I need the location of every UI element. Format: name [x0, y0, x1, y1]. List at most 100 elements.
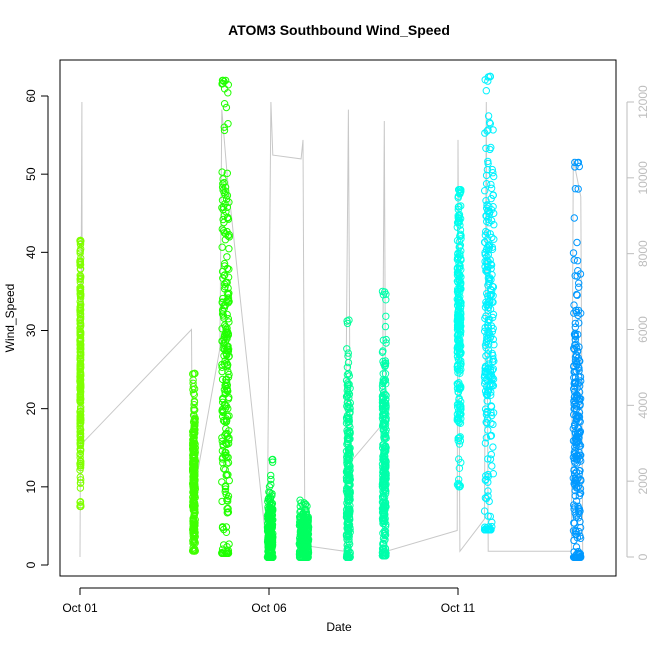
data-point	[571, 429, 579, 437]
data-point	[379, 511, 388, 519]
data-point	[220, 188, 228, 197]
y-tick-label: 20	[24, 402, 38, 416]
data-point	[269, 529, 277, 538]
data-point	[225, 265, 233, 273]
data-point	[573, 291, 581, 299]
data-point	[485, 219, 493, 227]
data-point	[484, 274, 493, 282]
axes-layer: 0 10 20 30 40 50 60 0 2000 4000 6000 8000 10000 12000…	[24, 85, 650, 615]
data-point	[575, 319, 583, 327]
data-point	[267, 505, 276, 513]
data-point	[218, 225, 227, 233]
data-point	[222, 490, 230, 499]
data-point	[190, 519, 198, 527]
data-point	[346, 481, 354, 489]
data-point	[219, 395, 227, 404]
data-point	[490, 221, 498, 229]
data-point	[343, 345, 351, 353]
data-point	[488, 462, 496, 470]
data-point	[574, 553, 582, 561]
data-point	[489, 355, 497, 363]
data-point	[456, 230, 465, 239]
data-point	[455, 418, 463, 427]
data-point	[456, 252, 464, 260]
data-point	[190, 490, 198, 498]
data-point	[222, 528, 231, 536]
data-point	[190, 451, 199, 459]
data-point	[220, 100, 229, 108]
data-point	[575, 442, 583, 451]
data-point	[571, 341, 579, 349]
data-point	[381, 522, 390, 530]
data-point	[575, 162, 583, 171]
data-point	[301, 500, 309, 509]
data-point	[379, 395, 388, 403]
data-point	[222, 297, 231, 305]
data-point	[570, 214, 578, 222]
data-point	[571, 503, 579, 511]
y2-tick-label: 2000	[636, 467, 650, 494]
data-point	[304, 542, 312, 551]
data-point	[297, 541, 305, 550]
data-point	[76, 484, 85, 492]
data-point	[191, 369, 199, 378]
data-point	[267, 509, 276, 517]
data-point	[343, 370, 352, 379]
data-point	[76, 341, 85, 349]
data-point	[222, 278, 230, 287]
data-point	[380, 430, 388, 438]
data-point	[378, 493, 387, 501]
data-point	[76, 319, 85, 328]
data-point	[379, 410, 388, 418]
data-point	[345, 553, 353, 561]
line-layer	[79, 101, 584, 558]
data-point	[575, 379, 583, 387]
data-point	[489, 409, 498, 417]
data-point	[485, 329, 493, 337]
data-point	[381, 362, 389, 371]
data-point	[571, 329, 579, 338]
data-point	[223, 496, 231, 504]
data-point	[570, 405, 578, 413]
data-point	[485, 243, 494, 251]
data-point	[191, 463, 199, 471]
y-tick-label: 40	[24, 245, 38, 259]
data-point	[489, 443, 497, 451]
data-point	[225, 318, 233, 326]
data-point	[382, 402, 390, 410]
data-point	[484, 126, 492, 134]
data-point	[223, 505, 231, 513]
data-point	[457, 342, 465, 350]
data-point	[189, 376, 197, 384]
data-point	[484, 157, 492, 166]
data-point	[454, 479, 462, 488]
data-point	[266, 553, 275, 561]
data-point	[344, 526, 352, 534]
data-point	[190, 385, 199, 393]
data-point	[345, 372, 353, 380]
y-tick-label: 0	[24, 561, 38, 568]
data-point	[190, 437, 198, 445]
data-point	[263, 524, 272, 532]
data-point	[220, 218, 228, 227]
data-point	[576, 534, 585, 542]
data-point	[487, 264, 495, 273]
point-series-0	[76, 236, 85, 511]
data-point	[379, 421, 387, 429]
data-point	[480, 507, 489, 515]
data-point	[346, 399, 354, 407]
data-point	[223, 333, 231, 341]
data-point	[263, 511, 272, 520]
data-point	[344, 520, 353, 528]
data-point	[224, 120, 232, 128]
data-point	[344, 503, 353, 511]
point-series-7	[453, 186, 465, 491]
data-point	[487, 194, 495, 203]
data-point	[453, 365, 462, 373]
data-point	[575, 343, 583, 351]
data-point	[344, 391, 352, 399]
data-point	[571, 404, 579, 412]
data-point	[76, 249, 84, 257]
data-point	[379, 534, 388, 543]
data-point	[573, 451, 582, 459]
